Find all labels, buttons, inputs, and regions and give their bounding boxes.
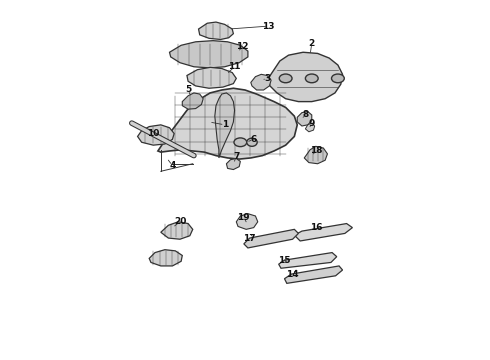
Polygon shape <box>187 67 236 88</box>
Ellipse shape <box>247 138 257 146</box>
Polygon shape <box>170 41 248 68</box>
Ellipse shape <box>332 74 344 83</box>
Text: 12: 12 <box>236 42 248 51</box>
Text: 17: 17 <box>244 234 256 243</box>
Ellipse shape <box>279 74 292 83</box>
Text: 10: 10 <box>147 129 159 138</box>
Text: 3: 3 <box>264 74 270 83</box>
Polygon shape <box>304 146 327 164</box>
Text: 7: 7 <box>233 152 240 161</box>
Text: 2: 2 <box>309 39 315 48</box>
Polygon shape <box>149 250 182 266</box>
Text: 4: 4 <box>169 161 175 170</box>
Text: 5: 5 <box>185 85 191 94</box>
Polygon shape <box>244 229 298 248</box>
Text: 18: 18 <box>310 147 322 156</box>
Polygon shape <box>279 253 337 268</box>
Polygon shape <box>285 266 343 283</box>
Polygon shape <box>297 112 312 126</box>
Ellipse shape <box>305 74 318 83</box>
Polygon shape <box>198 22 233 40</box>
Polygon shape <box>138 125 174 145</box>
Polygon shape <box>215 93 235 158</box>
Text: 13: 13 <box>262 22 274 31</box>
Text: 19: 19 <box>238 213 250 222</box>
Text: 15: 15 <box>278 256 291 265</box>
Text: 1: 1 <box>221 120 228 129</box>
Polygon shape <box>158 88 297 159</box>
Polygon shape <box>226 158 241 170</box>
Text: 11: 11 <box>228 62 241 71</box>
Polygon shape <box>161 222 193 239</box>
Polygon shape <box>251 74 271 90</box>
Polygon shape <box>305 123 315 132</box>
Text: 20: 20 <box>174 217 186 226</box>
Text: 16: 16 <box>310 223 322 232</box>
Text: 9: 9 <box>309 118 315 127</box>
Text: 14: 14 <box>286 270 299 279</box>
Polygon shape <box>236 214 258 229</box>
Text: 8: 8 <box>303 111 309 120</box>
Text: 6: 6 <box>250 135 257 144</box>
Polygon shape <box>268 52 343 102</box>
Polygon shape <box>294 224 352 241</box>
Ellipse shape <box>234 138 247 147</box>
Polygon shape <box>182 93 203 109</box>
